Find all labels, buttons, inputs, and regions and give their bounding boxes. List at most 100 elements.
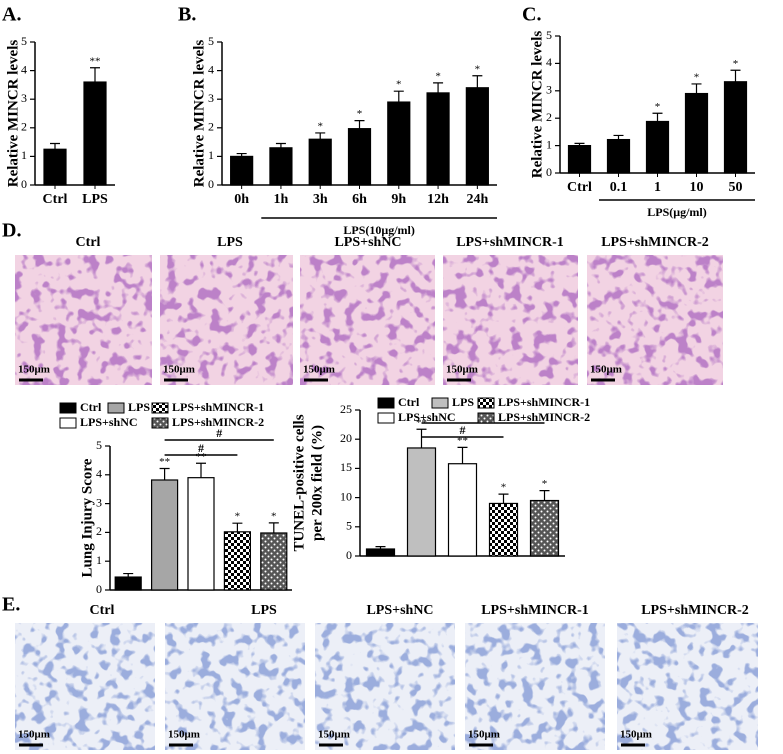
bar [43, 148, 67, 186]
significance: ** [196, 451, 207, 463]
y-tick-label: 0 [546, 165, 552, 179]
x-tick-label: 50 [729, 180, 743, 195]
y-tick-label: 0 [96, 582, 102, 596]
micrograph [15, 623, 155, 750]
legend-label: Ctrl [80, 400, 102, 414]
scale-bar-label: 150μm [620, 729, 652, 741]
scale-bar-label: 150μm [18, 364, 50, 376]
x-tick-label: 3h [313, 192, 328, 207]
error-bar [433, 82, 444, 93]
bar [645, 120, 670, 174]
bar [187, 477, 215, 591]
legend-label: LPS+shNC [398, 410, 456, 424]
y-tick-label: 3 [96, 495, 102, 509]
significance: * [396, 79, 402, 91]
legend-label: LPS [452, 395, 474, 409]
comparison-label: # [216, 426, 222, 440]
bar [567, 145, 592, 174]
x-tick-label: 24h [466, 192, 488, 207]
micrograph [617, 623, 758, 750]
legend-swatch [107, 402, 125, 414]
legend-swatch [59, 402, 77, 414]
x-tick-label: Ctrl [43, 192, 68, 207]
significance: * [694, 71, 700, 83]
x-tick-label: 9h [391, 192, 406, 207]
error-bar [393, 90, 404, 103]
bar [114, 576, 142, 591]
error-bar [416, 428, 427, 448]
scale-bar-label: 150μm [590, 364, 622, 376]
comparison-label: # [460, 423, 466, 437]
micrograph [160, 255, 293, 385]
y-tick-label: 25 [340, 402, 352, 416]
x-tick-label: 6h [352, 192, 367, 207]
error-bar [691, 83, 702, 94]
y-tick-label: 0 [21, 177, 27, 191]
image-label: LPS+shMINCR-1 [481, 603, 589, 618]
y-tick-label: 3 [21, 91, 27, 105]
legend-label: LPS+shMINCR-1 [498, 395, 590, 409]
x-tick-label: 0.1 [610, 180, 628, 195]
y-tick-label: 4 [546, 55, 552, 69]
micrograph [300, 255, 435, 385]
legend-label: LPS+shMINCR-2 [498, 410, 590, 424]
y-axis-label: Relative MINCR levels [191, 40, 207, 188]
bar [447, 463, 478, 557]
scale-bar-label: 150μm [163, 364, 195, 376]
panel-label: B. [178, 4, 196, 26]
y-tick-label: 1 [208, 148, 214, 162]
image-label: LPS+shMINCR-2 [601, 235, 709, 250]
significance: ** [90, 55, 101, 67]
comparison-label: # [198, 441, 204, 455]
error-bar [159, 467, 170, 480]
image-label: LPS+shMINCR-2 [641, 603, 749, 618]
image-label: LPS+shMINCR-1 [456, 235, 564, 250]
y-axis-label: Lung Injury Score [79, 458, 95, 577]
bar [387, 101, 411, 186]
micrograph [587, 255, 723, 385]
scale-bar-label: 150μm [468, 729, 500, 741]
bar [723, 81, 748, 174]
micrograph [443, 255, 578, 385]
scale-bar-label: 150μm [446, 364, 478, 376]
panel-label: C. [522, 4, 541, 26]
significance: ** [457, 435, 468, 447]
y-tick-label: 15 [340, 460, 352, 474]
error-bar [457, 446, 468, 464]
y-axis-label: Relative MINCR levels [529, 31, 545, 179]
bar [529, 499, 560, 557]
bar [230, 155, 254, 186]
bar [151, 479, 179, 591]
bar [269, 147, 293, 186]
significance: * [357, 108, 363, 120]
image-label: Ctrl [90, 603, 115, 618]
micrograph [465, 623, 605, 750]
y-tick-label: 10 [340, 489, 352, 503]
x-axis-label: LPS(μg/ml) [647, 205, 706, 219]
error-bar [354, 120, 365, 129]
bar [488, 502, 519, 557]
error-bar [123, 572, 134, 578]
error-bar [375, 546, 386, 549]
scale-bar-label: 150μm [303, 364, 335, 376]
legend-label: LPS+shMINCR-1 [172, 400, 264, 414]
panel-label: A. [2, 4, 21, 26]
image-label: LPS [217, 235, 243, 250]
error-bar [652, 112, 663, 122]
bar [365, 548, 396, 557]
y-tick-label: 4 [21, 62, 27, 76]
image-label: LPS+shNC [334, 235, 401, 250]
bar [83, 81, 107, 186]
bar [465, 87, 489, 186]
scale-bar-label: 150μm [168, 729, 200, 741]
bar [347, 128, 372, 186]
error-bar [196, 462, 206, 478]
y-tick-label: 5 [208, 34, 214, 48]
y-tick-label: 0 [208, 177, 214, 191]
y-axis-label: TUNEL-positive cells [291, 414, 307, 551]
error-bar [730, 69, 741, 82]
y-tick-label: 2 [208, 120, 214, 134]
significance: * [317, 120, 323, 132]
legend-swatch [151, 417, 169, 429]
